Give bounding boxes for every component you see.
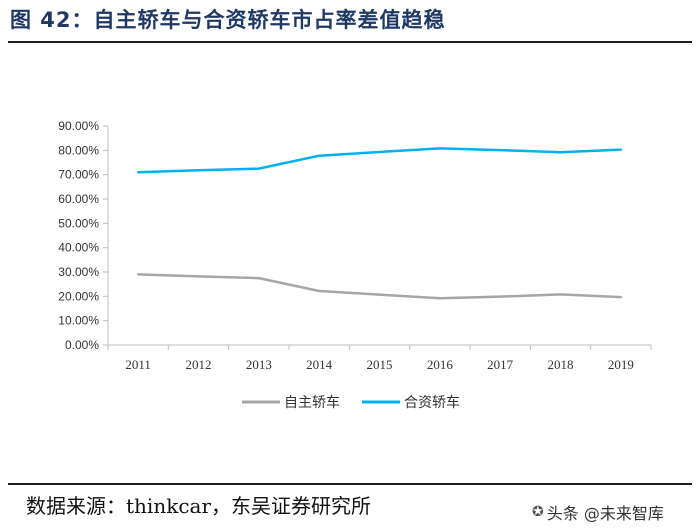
x-tick-label: 2015 (367, 357, 393, 372)
x-tick-label: 2011 (125, 357, 151, 372)
series-line-2 (136, 147, 623, 174)
y-tick-label: 0.00% (65, 338, 99, 352)
x-tick-label: 2017 (487, 357, 514, 372)
top-rule (8, 41, 692, 43)
y-tick-label: 90.00% (58, 119, 99, 133)
bottom-rule (8, 483, 692, 485)
y-tick-label: 30.00% (58, 265, 99, 279)
y-tick-label: 70.00% (58, 168, 99, 182)
watermark-text: 头条 @未来智库 (546, 504, 664, 523)
line-chart: 0.00% 10.00% 20.00% 30.00% 40.00% 50.00% 60.00… (58, 119, 652, 411)
x-tick-label: 2013 (246, 357, 272, 372)
watermark: ✪ 头条 @未来智库 (532, 500, 664, 524)
y-tick-label: 10.00% (58, 314, 99, 328)
figure-title: 图 42：自主轿车与合资轿车市占率差值趋稳 (10, 8, 446, 32)
y-tick-label: 50.00% (58, 216, 99, 230)
y-tick-label: 80.00% (58, 143, 99, 157)
watermark-icon: ✪ (532, 504, 544, 520)
source-note: 数据来源：thinkcar，东吴证券研究所 (26, 494, 371, 518)
x-tick-label: 2012 (186, 357, 212, 372)
y-tick-label: 40.00% (58, 241, 99, 255)
legend-label-1: 自主轿车 (284, 394, 340, 411)
x-tick-label: 2014 (306, 357, 333, 372)
x-tick-label: 2016 (427, 357, 454, 372)
y-tick-label: 20.00% (58, 289, 99, 303)
x-tick-label: 2019 (608, 357, 634, 372)
x-tick-label: 2018 (548, 357, 574, 372)
series-line-1 (136, 273, 623, 300)
legend-label-2: 合资轿车 (404, 394, 460, 411)
y-tick-label: 60.00% (58, 192, 99, 206)
